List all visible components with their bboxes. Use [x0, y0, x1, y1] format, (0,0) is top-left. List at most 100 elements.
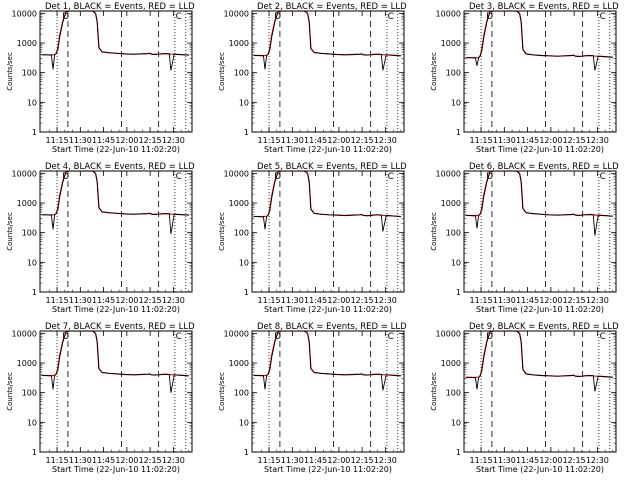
x-tick-label: 11:15 [470, 296, 493, 305]
detector-panel-1: 1 10 100 1000 10000 11:15 11:30 11:45 12:00 12:15… [6, 2, 195, 154]
y-tick-label: 10 [239, 418, 249, 427]
marker-label-c: C [388, 12, 394, 22]
x-tick-label: 12:00 [539, 456, 562, 465]
detector-panel-3: 1 10 100 1000 10000 11:15 11:30 11:45 12:00 12:15… [430, 2, 619, 154]
detector-panel-7: 1 10 100 1000 10000 11:15 11:30 11:45 12:00 12:15… [6, 322, 195, 474]
x-tick-label: 11:45 [304, 296, 327, 305]
series-line-lld [41, 11, 189, 56]
detector-panel-5: 1 10 100 1000 10000 11:15 11:30 11:45 12:00 12:15… [218, 162, 407, 314]
x-tick-label: 11:45 [92, 136, 115, 145]
x-tick-label: 11:15 [470, 456, 493, 465]
y-tick-label: 1000 [229, 359, 249, 368]
panel-title: Det 7, BLACK = Events, RED = LLD [45, 322, 195, 332]
y-tick-label: 10 [451, 258, 461, 267]
marker-label-d: D [486, 12, 493, 22]
x-tick-label: 11:15 [258, 456, 281, 465]
x-axis-label: Start Time (22-Jun-10 11:02:20) [264, 145, 392, 154]
x-tick-label: 12:30 [374, 456, 397, 465]
marker-label-c: C [388, 332, 394, 342]
x-tick-label: 11:45 [516, 456, 539, 465]
x-tick-label: 12:30 [586, 296, 609, 305]
y-tick-label: 10000 [436, 329, 461, 338]
x-tick-label: 11:30 [493, 296, 516, 305]
y-tick-label: 1 [456, 288, 461, 297]
y-tick-label: 100 [234, 389, 249, 398]
y-axis-label: Counts/sec [430, 372, 438, 411]
series-line-events [253, 331, 401, 391]
y-axis-label: Counts/sec [218, 212, 226, 251]
x-tick-label: 11:45 [92, 456, 115, 465]
detector-panel-4: 1 10 100 1000 10000 11:15 11:30 11:45 12:00 12:15… [6, 162, 195, 314]
y-tick-label: 10000 [436, 9, 461, 18]
series-line-lld [41, 331, 189, 377]
detector-panel-6: 1 10 100 1000 10000 11:15 11:30 11:45 12:00 12:15… [430, 162, 619, 314]
plot-frame [39, 10, 193, 133]
x-tick-label: 12:00 [327, 456, 350, 465]
x-tick-label: 12:15 [139, 136, 162, 145]
x-tick-label: 12:00 [115, 456, 138, 465]
y-tick-label: 100 [446, 389, 461, 398]
x-tick-label: 12:15 [351, 136, 374, 145]
y-tick-label: 10000 [224, 9, 249, 18]
x-tick-label: 11:45 [516, 136, 539, 145]
y-tick-label: 10 [451, 418, 461, 427]
panel-title: Det 2, BLACK = Events, RED = LLD [257, 2, 407, 12]
x-tick-label: 11:45 [92, 296, 115, 305]
y-tick-label: 1 [456, 128, 461, 137]
y-tick-label: 100 [22, 389, 37, 398]
y-axis-label: Counts/sec [218, 372, 226, 411]
panel-title: Det 1, BLACK = Events, RED = LLD [45, 2, 195, 12]
plot-frame [463, 170, 617, 293]
y-tick-label: 1 [244, 128, 249, 137]
marker-label-d: D [274, 12, 281, 22]
y-tick-label: 100 [22, 69, 37, 78]
series-line-lld [41, 171, 189, 216]
x-tick-label: 12:30 [374, 296, 397, 305]
x-tick-label: 11:45 [516, 296, 539, 305]
x-tick-label: 11:45 [304, 456, 327, 465]
x-tick-label: 12:00 [115, 296, 138, 305]
x-tick-label: 11:30 [281, 456, 304, 465]
x-tick-label: 12:15 [563, 136, 586, 145]
y-tick-label: 100 [234, 229, 249, 238]
series-line-events [41, 171, 189, 235]
x-tick-label: 11:15 [258, 136, 281, 145]
marker-label-c: C [176, 332, 182, 342]
y-tick-label: 10000 [224, 329, 249, 338]
y-tick-label: 10000 [12, 169, 37, 178]
x-tick-label: 12:15 [563, 456, 586, 465]
plot-frame [39, 170, 193, 293]
x-tick-label: 11:15 [46, 136, 69, 145]
y-tick-label: 10 [239, 98, 249, 107]
x-tick-label: 12:30 [586, 136, 609, 145]
y-tick-label: 100 [446, 69, 461, 78]
x-tick-label: 12:15 [563, 296, 586, 305]
plot-frame [251, 10, 405, 133]
y-axis-label: Counts/sec [430, 212, 438, 251]
y-tick-label: 10 [451, 98, 461, 107]
y-axis-label: Counts/sec [430, 52, 438, 91]
x-tick-label: 11:15 [46, 296, 69, 305]
panel-title: Det 4, BLACK = Events, RED = LLD [45, 162, 195, 172]
x-tick-label: 12:00 [327, 296, 350, 305]
series-line-lld [465, 171, 613, 217]
y-tick-label: 1 [32, 128, 37, 137]
x-tick-label: 12:30 [162, 136, 185, 145]
detector-panel-2: 1 10 100 1000 10000 11:15 11:30 11:45 12:00 12:15… [218, 2, 407, 154]
y-axis-label: Counts/sec [218, 52, 226, 91]
y-tick-label: 1000 [441, 39, 461, 48]
y-tick-label: 100 [22, 229, 37, 238]
marker-label-d: D [62, 12, 69, 22]
y-tick-label: 1000 [17, 39, 37, 48]
series-line-lld [253, 11, 401, 57]
x-tick-label: 12:00 [115, 136, 138, 145]
marker-label-c: C [600, 172, 606, 182]
x-tick-label: 11:15 [470, 136, 493, 145]
y-tick-label: 10 [239, 258, 249, 267]
y-tick-label: 1 [244, 448, 249, 457]
x-tick-label: 12:15 [139, 456, 162, 465]
marker-label-d: D [62, 332, 69, 342]
series-line-events [41, 331, 189, 393]
x-tick-label: 12:30 [374, 136, 397, 145]
x-tick-label: 11:30 [493, 456, 516, 465]
